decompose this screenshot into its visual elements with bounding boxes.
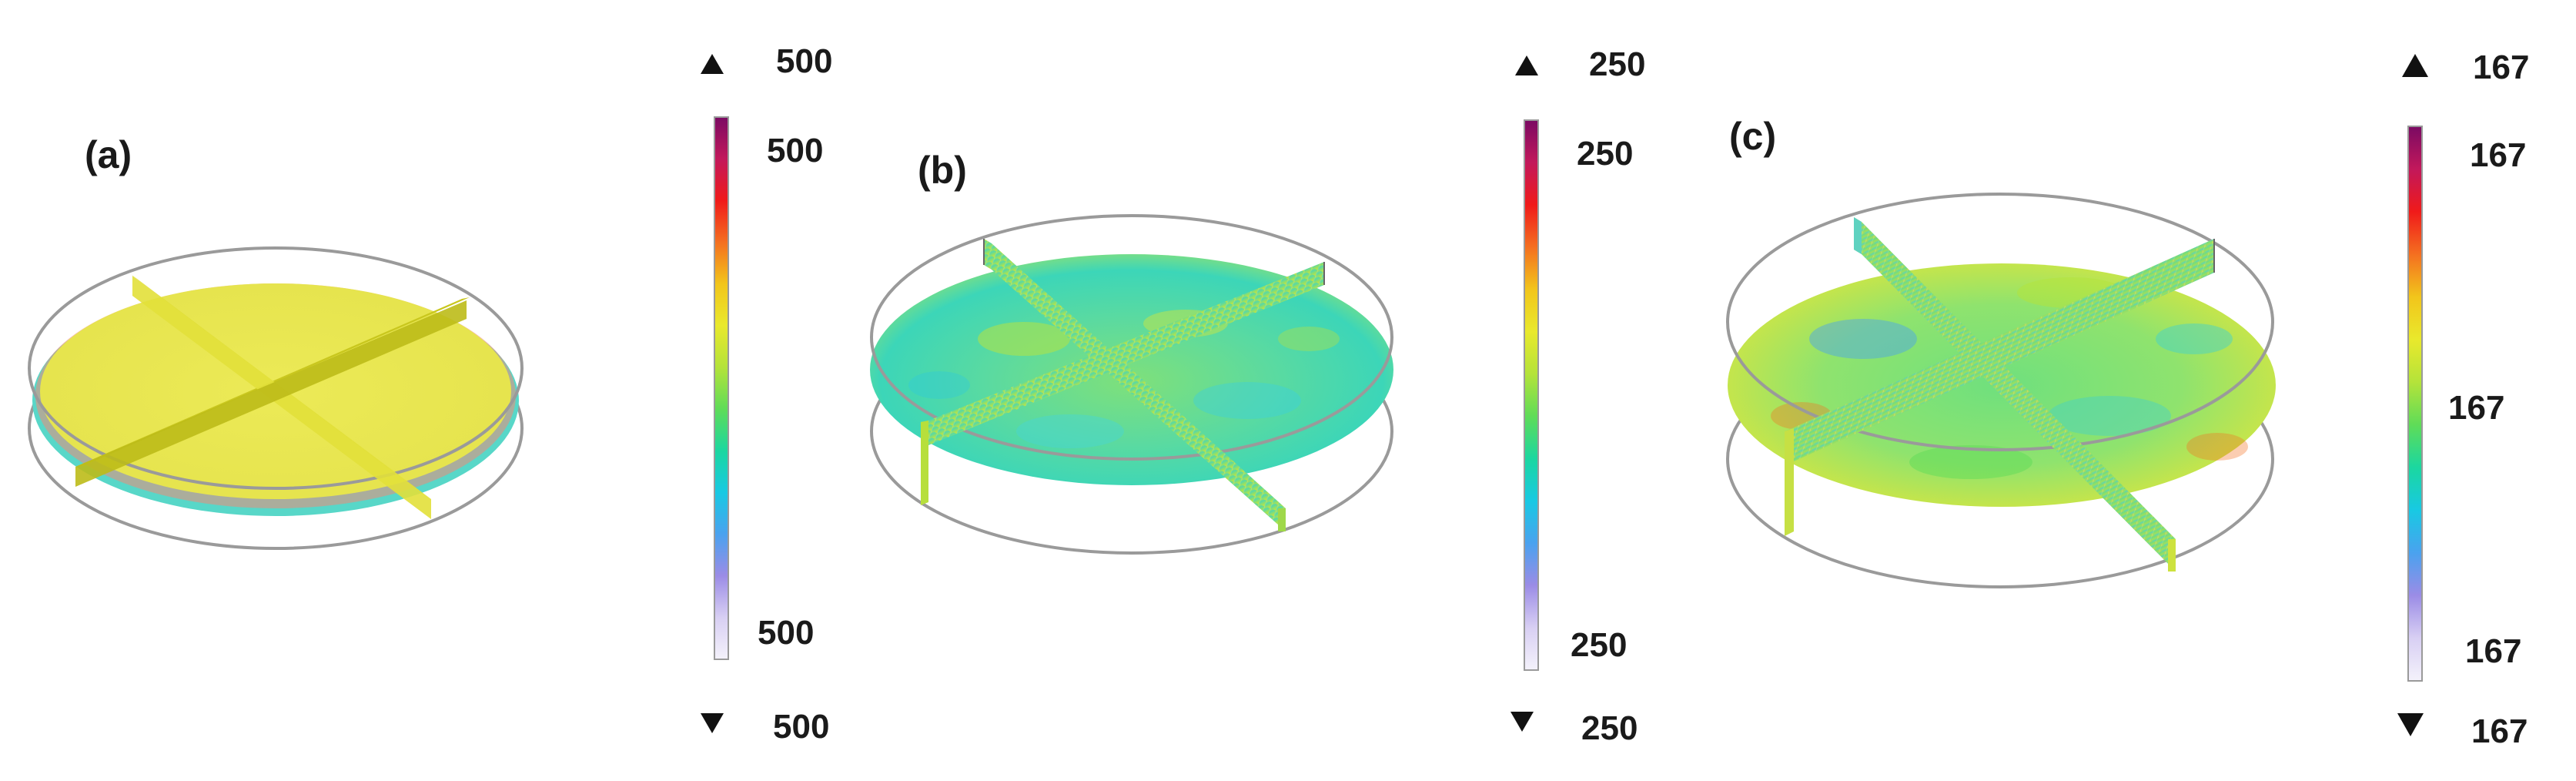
max-arrow-icon xyxy=(1515,55,1538,75)
panel-c-label: (c) xyxy=(1729,115,1776,158)
panel-b: (b) xyxy=(870,149,1393,555)
panel-b-label: (b) xyxy=(918,149,967,192)
baffle-2 xyxy=(1785,239,2214,465)
colorbar-b-min-arrow-value: 250 xyxy=(1581,709,1638,747)
colorbar-a-max-arrow-value: 500 xyxy=(776,42,832,80)
colorbar-c-top-value: 167 xyxy=(2470,136,2526,174)
min-arrow-icon xyxy=(2397,713,2424,736)
cylinder-top-outline xyxy=(28,246,524,490)
colorbar-b-top-value: 250 xyxy=(1577,135,1633,173)
max-arrow-icon xyxy=(701,54,724,74)
colorbar-c-middle-value: 167 xyxy=(2448,389,2504,427)
min-arrow-icon xyxy=(1510,712,1534,732)
panel-c: (c) xyxy=(1726,115,2276,588)
colorbar-b-bottom-value: 250 xyxy=(1571,626,1627,664)
colorbar-c-min-arrow-value: 167 xyxy=(2471,712,2527,750)
min-arrow-icon xyxy=(701,713,724,733)
cylinder-top-outline xyxy=(1726,193,2274,451)
colorbar-b-max-arrow-value: 250 xyxy=(1589,45,1645,83)
colorbar-b: 250 250 250 250 xyxy=(1510,45,1645,747)
colorbar-c-gradient xyxy=(2407,126,2423,682)
cylinder-top-outline xyxy=(870,214,1393,461)
colorbar-a-top-value: 500 xyxy=(767,132,823,169)
baffle-2 xyxy=(921,262,1324,447)
baffle-1 xyxy=(1854,217,2176,572)
colorbar-a-gradient xyxy=(714,116,729,660)
colorbar-a-min-arrow-value: 500 xyxy=(773,708,829,746)
panel-a: (a) xyxy=(28,133,524,550)
colorbar-c: 167 167 167 167 167 xyxy=(2397,49,2529,750)
colorbar-a: 500 500 500 500 xyxy=(701,42,832,746)
colorbar-a-bottom-value: 500 xyxy=(758,614,814,652)
max-arrow-icon xyxy=(2402,54,2428,77)
colorbar-c-bottom-value: 167 xyxy=(2465,632,2521,670)
colorbar-c-max-arrow-value: 167 xyxy=(2473,49,2529,86)
panel-a-label: (a) xyxy=(85,133,132,176)
baffle-1 xyxy=(984,239,1286,531)
colorbar-b-gradient xyxy=(1524,119,1539,671)
